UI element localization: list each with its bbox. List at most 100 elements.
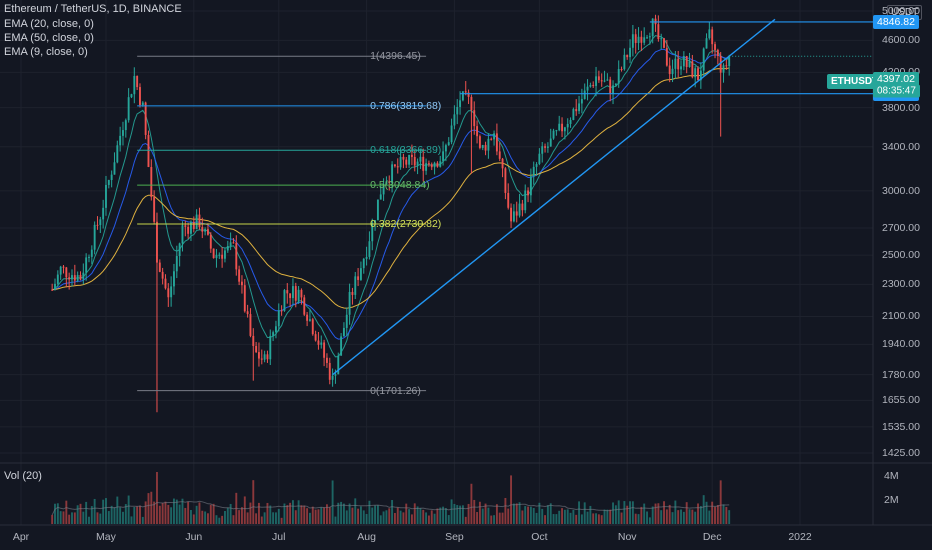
volume-bar xyxy=(246,512,249,524)
candle-body xyxy=(235,242,238,270)
candle-body xyxy=(467,92,470,97)
volume-bar xyxy=(546,505,549,524)
candle-body xyxy=(725,65,728,67)
candle-body xyxy=(439,161,442,167)
volume-bar xyxy=(527,506,530,524)
volume-bar xyxy=(648,517,651,524)
volume-bar xyxy=(294,510,297,524)
volume-bar xyxy=(300,505,303,524)
volume-bar xyxy=(181,498,184,524)
volume-bar xyxy=(124,504,127,524)
candle-body xyxy=(340,336,343,356)
candle-body xyxy=(306,314,309,321)
candle-body xyxy=(694,68,697,78)
candle-body xyxy=(107,180,110,185)
indicator-ema50[interactable]: EMA (50, close, 0) xyxy=(4,32,94,44)
volume-bar xyxy=(178,504,181,524)
volume-bar xyxy=(82,511,85,524)
volume-bar xyxy=(141,516,144,524)
candle-body xyxy=(215,254,218,259)
volume-bar xyxy=(317,509,320,524)
candle-body xyxy=(133,75,136,95)
candle-body xyxy=(552,130,555,139)
candle-body xyxy=(484,144,487,151)
candle-body xyxy=(181,225,184,244)
price-level-box: 4846.82 xyxy=(873,14,919,29)
volume-bar xyxy=(470,483,473,524)
candle-body xyxy=(651,18,654,37)
ema20-line xyxy=(52,48,730,340)
candle-body xyxy=(646,37,648,39)
candle-body xyxy=(620,69,623,71)
candle-body xyxy=(643,37,646,43)
volume-bar xyxy=(580,514,583,524)
candle-body xyxy=(436,162,439,167)
candle-body xyxy=(495,133,498,152)
volume-bar xyxy=(436,508,439,524)
volume-ma-line xyxy=(51,500,730,516)
candle-body xyxy=(702,48,705,71)
volume-bar xyxy=(614,505,617,524)
fib-level-label: 0(1701.26) xyxy=(370,384,421,397)
candle-body xyxy=(612,85,614,94)
indicator-ema9[interactable]: EMA (9, close, 0) xyxy=(4,46,88,58)
volume-bar xyxy=(637,514,640,524)
volume-bar xyxy=(427,515,430,524)
volume-bar xyxy=(198,502,201,524)
candle-body xyxy=(286,290,289,294)
candle-body xyxy=(637,36,640,43)
candle-body xyxy=(105,184,107,208)
volume-bar xyxy=(382,511,385,524)
volume-bar xyxy=(79,503,82,524)
candle-body xyxy=(470,96,473,111)
candle-body xyxy=(73,275,76,281)
volume-bar xyxy=(699,506,702,524)
volume-bar xyxy=(422,509,425,524)
volume-bar xyxy=(629,501,631,524)
volume-bar xyxy=(413,503,416,524)
volume-bar xyxy=(388,508,391,524)
candle-body xyxy=(207,229,209,235)
volume-bar xyxy=(697,503,699,524)
volume-bar xyxy=(325,504,328,524)
candle-body xyxy=(308,319,311,321)
volume-bar xyxy=(620,512,623,524)
candle-body xyxy=(603,80,606,82)
volume-bar xyxy=(99,513,102,524)
volume-bar xyxy=(156,472,158,524)
candle-body xyxy=(371,222,374,242)
volume-bar xyxy=(368,500,371,524)
volume-indicator-label[interactable]: Vol (20) xyxy=(4,470,42,482)
volume-bar xyxy=(320,507,323,524)
candle-body xyxy=(272,332,275,336)
volume-tick-label: 2M xyxy=(884,494,899,506)
volume-bar xyxy=(144,501,147,524)
volume-bar xyxy=(668,504,671,524)
candle-body xyxy=(167,288,170,298)
candle-body xyxy=(527,190,530,196)
volume-bar xyxy=(461,505,464,524)
candle-body xyxy=(127,97,130,121)
volume-bar xyxy=(164,501,167,524)
candle-body xyxy=(719,56,722,73)
volume-bar xyxy=(192,514,195,524)
candle-body xyxy=(521,203,524,211)
candle-body xyxy=(572,109,575,120)
volume-bar xyxy=(127,495,130,524)
candle-body xyxy=(59,266,62,275)
candle-body xyxy=(464,91,467,93)
candle-body xyxy=(538,153,541,165)
symbol-tag: ETHUSDT xyxy=(827,74,883,89)
candle-body xyxy=(76,274,79,281)
candle-body xyxy=(408,154,411,165)
candle-body xyxy=(697,68,699,81)
candle-body xyxy=(419,156,422,162)
indicator-ema20[interactable]: EMA (20, close, 0) xyxy=(4,18,94,30)
volume-bar xyxy=(190,510,192,524)
volume-bar xyxy=(68,514,71,524)
price-tick-label: 2500.00 xyxy=(882,249,920,262)
candle-body xyxy=(379,194,382,200)
volume-bar xyxy=(374,505,377,524)
volume-bar xyxy=(269,505,272,524)
